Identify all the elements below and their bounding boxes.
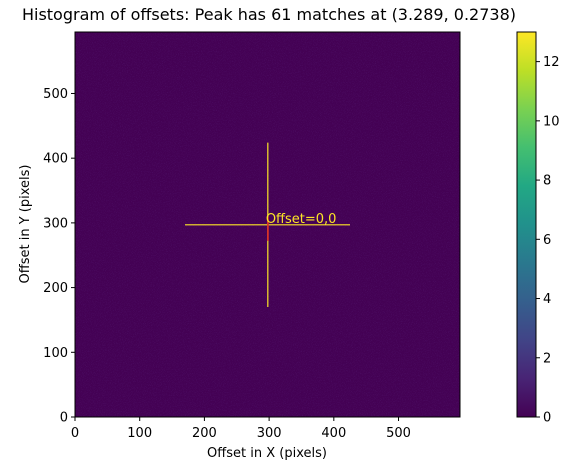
peak-marker: [267, 216, 269, 241]
colorbar-tick-label: 2: [543, 351, 551, 366]
y-axis-ticks: 0 100 200 300 400 500: [43, 87, 75, 426]
x-axis-ticks: 0 100 200 300 400 500: [71, 417, 411, 441]
plot-frame: [74, 31, 461, 418]
x-tick-label: 400: [321, 426, 346, 441]
x-tick-label: 200: [192, 426, 217, 441]
x-tick-label: 100: [127, 426, 152, 441]
y-tick-label: 400: [43, 152, 68, 167]
plot-area: Offset=0,0: [74, 31, 461, 418]
y-tick-label: 200: [43, 281, 68, 296]
colorbar-tick-label: 4: [543, 292, 551, 307]
colorbar-tick-label: 6: [543, 233, 551, 248]
x-tick-label: 300: [257, 426, 282, 441]
x-tick-label: 0: [71, 426, 79, 441]
colorbar-ticks: 0 2 4 6 8 10 12: [536, 55, 560, 426]
y-tick-label: 100: [43, 346, 68, 361]
colorbar-tick-label: 12: [543, 55, 560, 70]
y-tick-label: 500: [43, 87, 68, 102]
x-tick-label: 500: [386, 426, 411, 441]
colorbar: 0 2 4 6 8 10 12: [516, 31, 560, 426]
chart-title: Histogram of offsets: Peak has 61 matche…: [22, 5, 516, 24]
y-tick-label: 300: [43, 216, 68, 231]
colorbar-tick-label: 0: [543, 411, 551, 426]
y-axis-label: Offset in Y (pixels): [18, 165, 33, 284]
y-tick-label: 0: [60, 411, 68, 426]
colorbar-tick-label: 8: [543, 174, 551, 189]
x-axis-label: Offset in X (pixels): [207, 446, 327, 461]
offset-annotation: Offset=0,0: [266, 212, 337, 227]
colorbar-tick-label: 10: [543, 114, 560, 129]
colorbar-gradient: [516, 31, 537, 418]
